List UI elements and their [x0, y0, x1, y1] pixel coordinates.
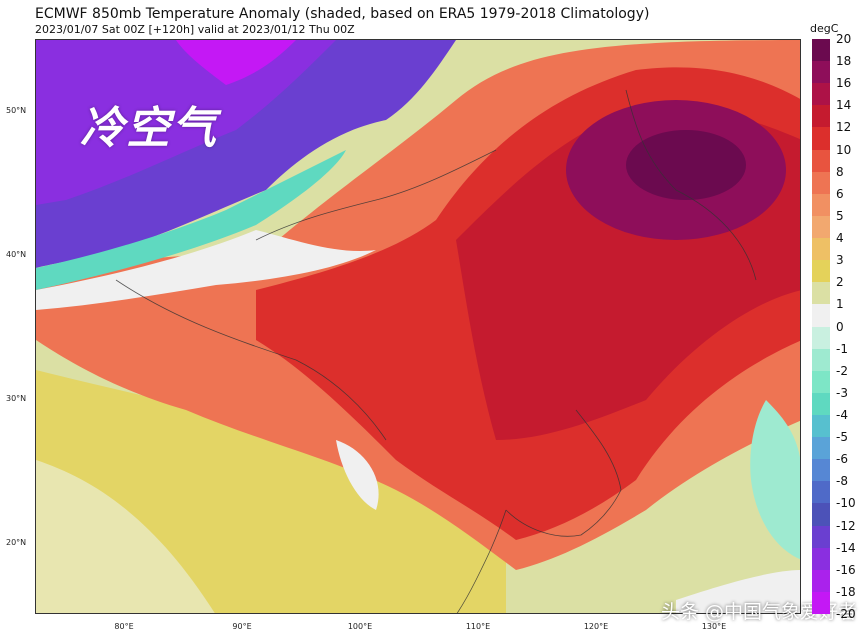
colorbar-tick-label: -8 [836, 474, 848, 489]
colorbar-segment [812, 149, 830, 173]
colorbar-tick-label: 20 [836, 32, 852, 46]
colorbar-segment [812, 127, 830, 151]
colorbar-tick-label: -12 [836, 518, 856, 533]
colorbar-segment [812, 193, 830, 217]
watermark-text: 头条 @中国气象爱好者 [660, 601, 857, 623]
colorbar-tick-label: -6 [836, 452, 848, 467]
colorbar-segment [812, 414, 830, 438]
colorbar-segment [812, 326, 830, 350]
colorbar-tick-label: -2 [836, 363, 848, 378]
lat-label-40n: 40°N [6, 250, 27, 259]
colorbar-segment [812, 61, 830, 84]
colorbar-tick-label: 14 [836, 98, 852, 113]
colorbar-tick-label: 5 [836, 208, 844, 223]
colorbar-segment [812, 171, 830, 195]
colorbar-segment [812, 260, 830, 283]
map-subtitle: 2023/01/07 Sat 00Z [+120h] valid at 2023… [35, 23, 355, 36]
lon-label-80e: 80°E [114, 622, 134, 631]
colorbar-segment [812, 105, 830, 128]
cold-air-label: 冷空气 [80, 103, 218, 154]
colorbar-tick-label: -5 [836, 430, 848, 445]
colorbar-segment [812, 481, 830, 504]
lon-label-120e: 120°E [583, 622, 609, 631]
colorbar-segment [812, 370, 830, 394]
colorbar-tick-label: -4 [836, 407, 848, 422]
colorbar-segment [812, 392, 830, 416]
colorbar-tick-label: -18 [836, 584, 856, 599]
colorbar-segment [812, 503, 830, 527]
temperature-anomaly-map [35, 39, 801, 614]
colorbar-tick-label: 1 [836, 297, 844, 312]
colorbar [812, 39, 830, 615]
lon-label-100e: 100°E [347, 622, 373, 631]
colorbar-tick-label: -16 [836, 562, 856, 577]
colorbar-tick-label: 0 [836, 319, 844, 334]
colorbar-segment [812, 238, 830, 261]
colorbar-tick-label: 6 [836, 186, 844, 201]
colorbar-segment [812, 215, 830, 239]
colorbar-segment [812, 39, 830, 62]
colorbar-tick-label: -1 [836, 341, 848, 356]
colorbar-tick-label: 8 [836, 164, 844, 179]
map-title: ECMWF 850mb Temperature Anomaly (shaded,… [35, 6, 650, 22]
colorbar-segment [812, 282, 830, 305]
colorbar-tick-label: -10 [836, 496, 856, 511]
colorbar-segment [812, 348, 830, 372]
colorbar-tick-label: -14 [836, 540, 856, 555]
colorbar-tick-label: 10 [836, 142, 852, 157]
lon-label-130e: 130°E [701, 622, 727, 631]
colorbar-segment [812, 547, 830, 571]
colorbar-segment [812, 459, 830, 482]
colorbar-tick-label: 16 [836, 76, 852, 91]
colorbar-segment [812, 569, 830, 593]
colorbar-tick-label: 18 [836, 54, 852, 69]
colorbar-unit: degC [810, 22, 839, 35]
colorbar-segment [812, 591, 830, 615]
colorbar-tick-label: 12 [836, 120, 852, 135]
colorbar-tick-label: 2 [836, 275, 844, 290]
colorbar-tick-label: 3 [836, 253, 844, 268]
lat-label-30n: 30°N [6, 394, 27, 403]
colorbar-tick-label: 4 [836, 231, 844, 246]
colorbar-segment [812, 437, 830, 460]
colorbar-segment [812, 525, 830, 549]
colorbar-segment [812, 83, 830, 106]
lon-label-90e: 90°E [232, 622, 252, 631]
lon-label-110e: 110°E [465, 622, 491, 631]
lat-label-20n: 20°N [6, 538, 27, 547]
colorbar-tick-label: -20 [836, 607, 856, 621]
colorbar-tick-label: -3 [836, 385, 848, 400]
colorbar-segment [812, 304, 830, 327]
lat-label-50n: 50°N [6, 106, 27, 115]
